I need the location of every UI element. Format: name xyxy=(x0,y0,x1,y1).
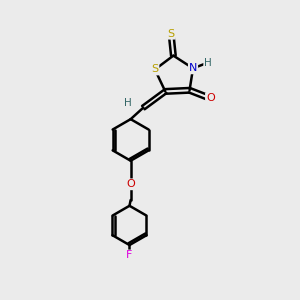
Text: H: H xyxy=(204,58,212,68)
Text: O: O xyxy=(126,179,135,189)
Text: S: S xyxy=(151,64,158,74)
Text: F: F xyxy=(126,250,133,260)
Text: H: H xyxy=(124,98,132,108)
Text: N: N xyxy=(189,63,197,73)
Text: O: O xyxy=(206,93,215,103)
Text: S: S xyxy=(167,29,175,39)
